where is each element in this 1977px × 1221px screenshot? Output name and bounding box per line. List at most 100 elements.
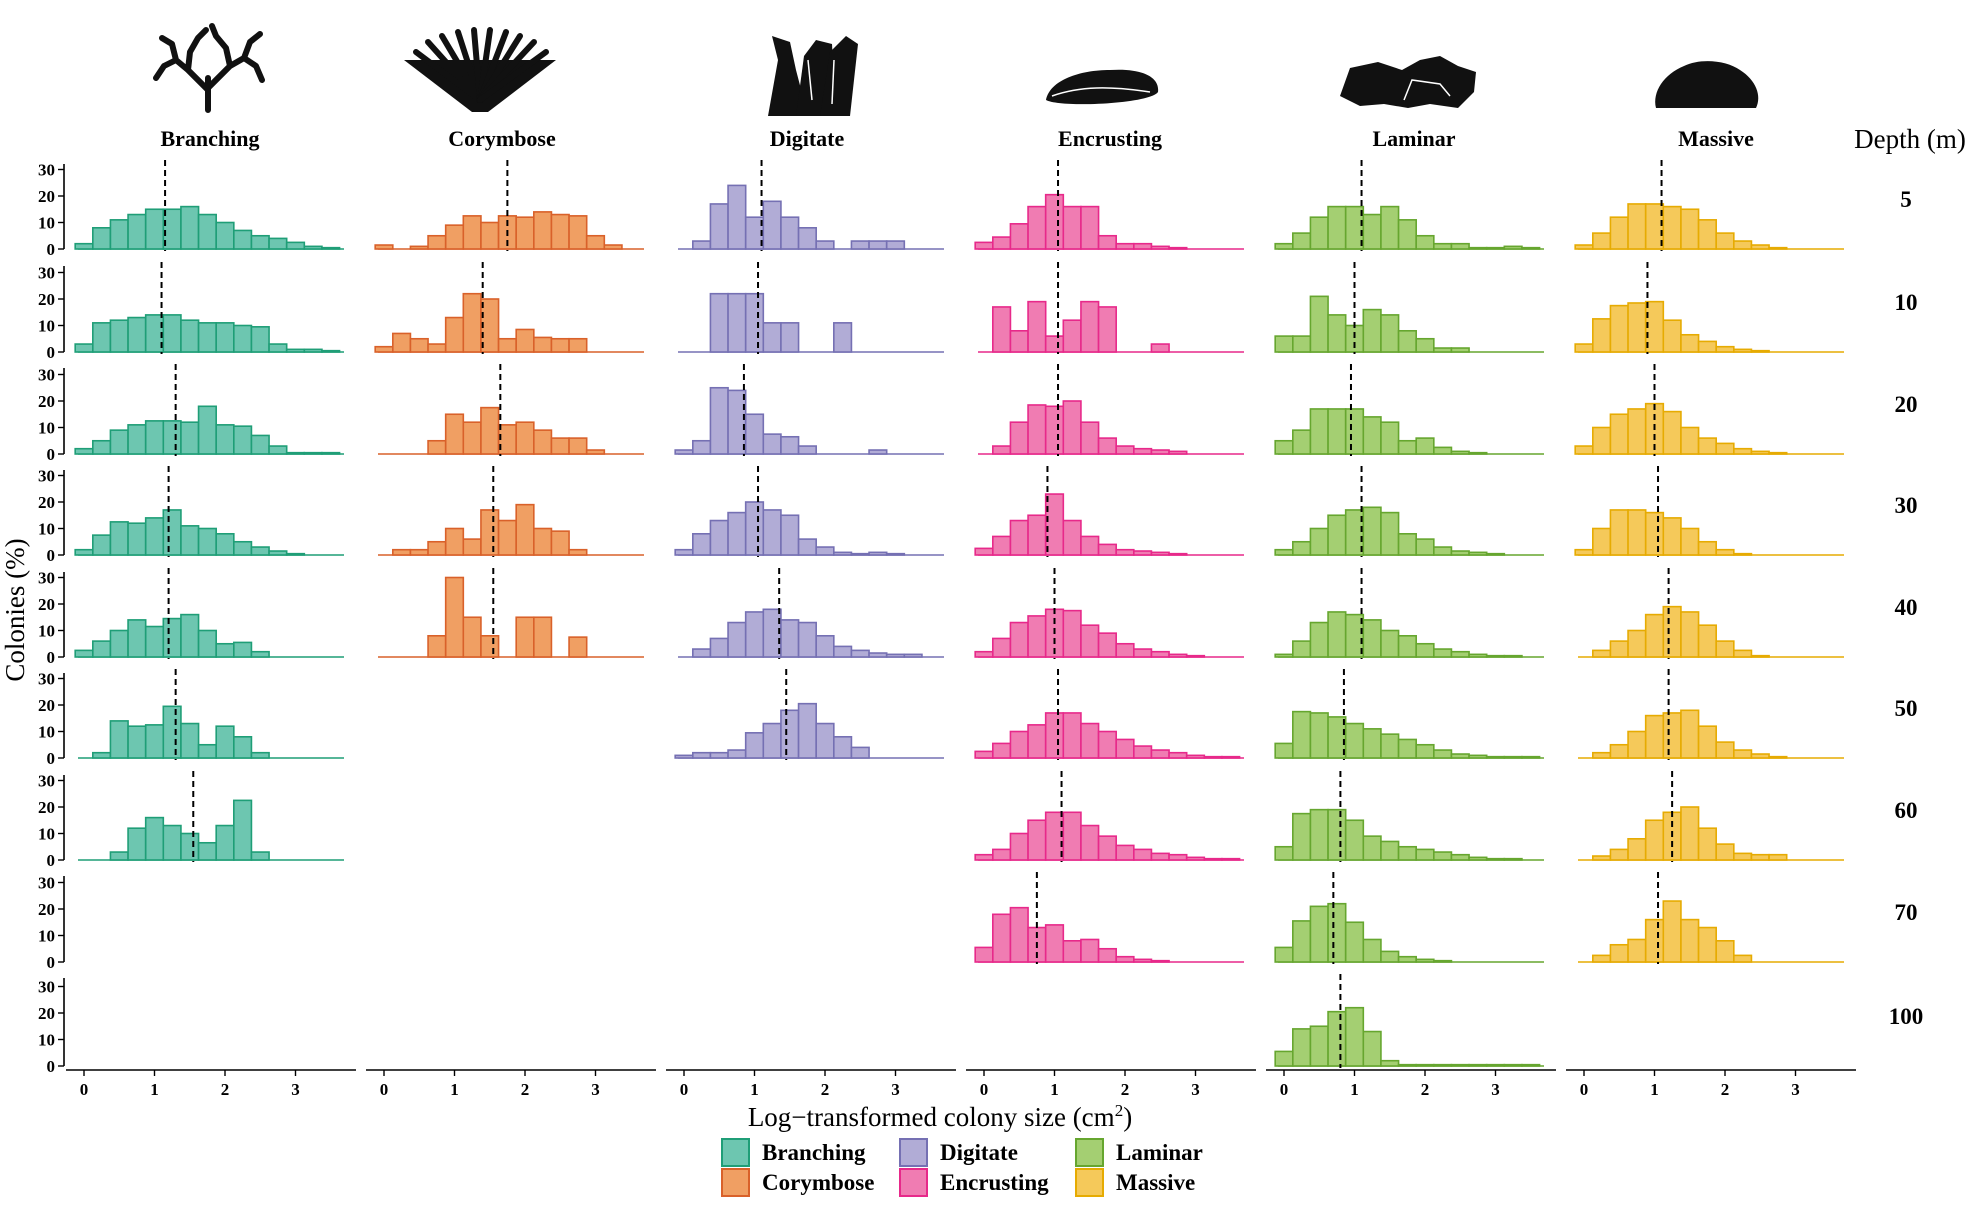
histogram-bar (1380, 950, 1400, 963)
histogram-bar (692, 648, 712, 658)
histogram-bar (1433, 959, 1453, 963)
histogram-bar (1062, 205, 1082, 250)
panel-corymbose-10 (374, 262, 644, 354)
laminar-coral-icon (1340, 56, 1476, 108)
histogram-bar (444, 224, 465, 250)
histogram-bar (1344, 921, 1365, 963)
histogram-bar (109, 720, 129, 759)
legend-label: Massive (1116, 1170, 1195, 1195)
histogram-bar (868, 652, 888, 658)
y-axis-row-30: 0 10 20 30 (38, 467, 65, 565)
histogram-bar (268, 550, 288, 556)
histogram-bar (1274, 742, 1294, 759)
histogram-bar (1433, 1063, 1453, 1067)
y-tick-label: 30 (38, 366, 55, 385)
histogram-bar (1415, 234, 1435, 250)
legend-item-branching: Branching (721, 1138, 866, 1167)
x-tick-label: 0 (680, 1080, 689, 1099)
y-tick-label: 0 (47, 1057, 56, 1076)
histogram-bar (903, 653, 923, 658)
histogram-bar (885, 240, 906, 250)
histogram-bar (92, 439, 112, 455)
histogram-bar (1274, 1050, 1294, 1067)
histogram-bar (1115, 642, 1135, 658)
y-axis-label: Colonies (%) (0, 538, 30, 681)
depth-axis-label: Depth (m) (1854, 124, 1966, 154)
histogram-bar (444, 413, 465, 455)
histogram-bar (1697, 437, 1717, 455)
histogram-bar (1221, 755, 1241, 759)
histogram-bar (815, 634, 835, 658)
histogram-bar (1680, 333, 1700, 353)
histogram-bar (1750, 853, 1770, 861)
legend-swatch (899, 1138, 928, 1167)
y-axis-row-10: 0 10 20 30 (38, 264, 65, 362)
histogram-bar (1627, 302, 1647, 353)
histogram-bar (74, 649, 94, 658)
histogram-bar (285, 552, 306, 556)
histogram-bar (1362, 835, 1382, 861)
histogram-bar (197, 527, 217, 556)
histogram-bar (1592, 527, 1612, 556)
histogram-bar (550, 530, 570, 556)
histogram-bar (162, 314, 182, 353)
histogram-bar (709, 386, 729, 455)
histogram-bar (480, 406, 500, 455)
histogram-bar (92, 640, 112, 658)
histogram-bar (144, 420, 165, 455)
histogram-bar (1309, 216, 1329, 250)
histogram-bar (1627, 408, 1647, 455)
histogram-bar (1680, 709, 1700, 759)
histogram-bar (515, 328, 535, 353)
histogram-bar (1609, 216, 1629, 250)
x-axis-laminar: 0 1 2 3 (1266, 1069, 1556, 1099)
histogram-bar (233, 425, 253, 455)
histogram-bar (1362, 938, 1382, 963)
x-tick-label: 3 (1191, 1080, 1200, 1099)
histogram-bar (603, 244, 623, 250)
histogram-bar (797, 538, 817, 556)
depth-label-100: 100 (1889, 1004, 1924, 1029)
histogram-bar (109, 429, 129, 455)
histogram-bar (1433, 446, 1453, 455)
y-axis-row-70: 0 10 20 30 (38, 874, 65, 972)
histogram-bar (268, 343, 288, 353)
histogram-bar (250, 546, 270, 556)
histogram-bar (1397, 634, 1417, 658)
histogram-bar (1009, 329, 1029, 353)
histogram-bar (1450, 347, 1470, 353)
histogram-bar (1362, 416, 1382, 455)
histogram-bar (215, 221, 235, 250)
histogram-bar (1168, 653, 1188, 658)
panel-massive-40 (1578, 568, 1844, 659)
panel-encrusting-20 (978, 364, 1244, 456)
panel-laminar-60 (1274, 771, 1544, 862)
histogram-bar (144, 517, 165, 556)
histogram-bar (1644, 819, 1665, 861)
histogram-bar (74, 343, 94, 353)
panel-encrusting-60 (974, 771, 1244, 862)
histogram-bar (1733, 552, 1753, 556)
y-axis-row-40: 0 10 20 30 (38, 569, 65, 667)
histogram-bar (1627, 203, 1647, 250)
histogram-bar (1733, 649, 1753, 658)
histogram-bar (162, 824, 182, 861)
histogram-bar (974, 853, 994, 861)
histogram-bar (1115, 844, 1135, 861)
histogram-bar (1344, 1006, 1365, 1067)
histogram-bar (92, 322, 112, 353)
y-axis-row-60: 0 10 20 30 (38, 772, 65, 870)
depth-label-10: 10 (1895, 290, 1918, 315)
x-tick-label: 1 (1350, 1080, 1359, 1099)
histogram-bar (1485, 654, 1506, 658)
legend-item-encrusting: Encrusting (899, 1168, 1049, 1197)
histogram-bar (1327, 808, 1347, 861)
histogram-bar (1521, 755, 1541, 759)
panel-massive-5 (1574, 160, 1844, 251)
histogram-bar (1274, 335, 1294, 353)
histogram-bar (974, 547, 994, 556)
histogram-bar (1009, 519, 1029, 556)
histogram-bar (74, 242, 94, 250)
legend: Branching Corymbose Digitate Encrusting Lami… (721, 1138, 1203, 1197)
x-tick-label: 1 (1650, 1080, 1659, 1099)
